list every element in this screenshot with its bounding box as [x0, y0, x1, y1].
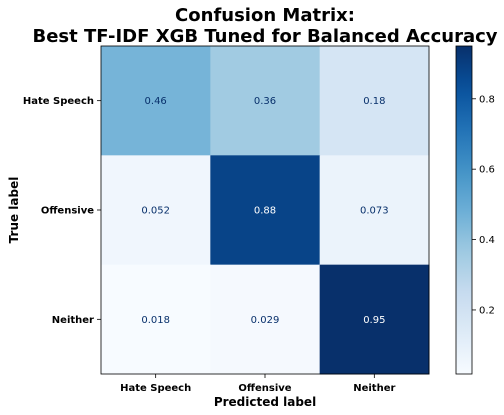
- y-tick-label: Neither: [52, 315, 94, 326]
- heatmap-cell: [101, 264, 211, 375]
- heatmap-cell: [101, 155, 211, 266]
- y-tick-label: Hate Speech: [23, 96, 94, 107]
- heatmap-cell: [319, 155, 430, 266]
- heatmap-cell: [319, 46, 430, 156]
- cell-value-label: 0.052: [141, 205, 170, 216]
- x-tick-label: Neither: [353, 383, 395, 394]
- heatmap-cell: [210, 155, 321, 266]
- colorbar: [455, 45, 473, 375]
- heatmap-cell: [210, 46, 321, 156]
- colorbar-ticks: 0.2 0.4 0.6 0.8: [472, 94, 495, 316]
- cell-value-label: 0.029: [251, 315, 280, 326]
- colorbar-tick-label: 0.6: [479, 165, 495, 176]
- y-axis-ticks: Hate Speech Offensive Neither: [23, 96, 101, 326]
- x-axis-ticks: Hate Speech Offensive Neither: [120, 373, 395, 394]
- x-tick-label: Hate Speech: [120, 383, 191, 394]
- cell-value-label: 0.88: [254, 205, 276, 216]
- chart-title-line-2: Best TF-IDF XGB Tuned for Balanced Accur…: [32, 26, 497, 47]
- colorbar-tick-label: 0.2: [479, 305, 495, 316]
- y-tick-label: Offensive: [41, 205, 94, 216]
- chart-title-line-1: Confusion Matrix:: [175, 5, 355, 26]
- heatmap-cell: [210, 264, 321, 375]
- y-axis-label: True label: [7, 177, 21, 244]
- heatmap-cell-labels: 0.46 0.36 0.18 0.052 0.88 0.073 0.018 0.029 0.95: [141, 96, 388, 326]
- colorbar-tick-label: 0.8: [479, 94, 495, 105]
- colorbar-tick-label: 0.4: [479, 235, 495, 246]
- cell-value-label: 0.18: [363, 96, 385, 107]
- cell-value-label: 0.36: [254, 96, 276, 107]
- cell-value-label: 0.46: [145, 96, 167, 107]
- cell-value-label: 0.073: [360, 205, 389, 216]
- heatmap-cell: [319, 264, 430, 375]
- x-axis-label: Predicted label: [214, 395, 316, 409]
- cell-value-label: 0.95: [363, 315, 385, 326]
- heatmap-cells: [101, 46, 430, 375]
- cell-value-label: 0.018: [141, 315, 170, 326]
- x-tick-label: Offensive: [238, 383, 291, 394]
- heatmap-cell: [101, 46, 211, 156]
